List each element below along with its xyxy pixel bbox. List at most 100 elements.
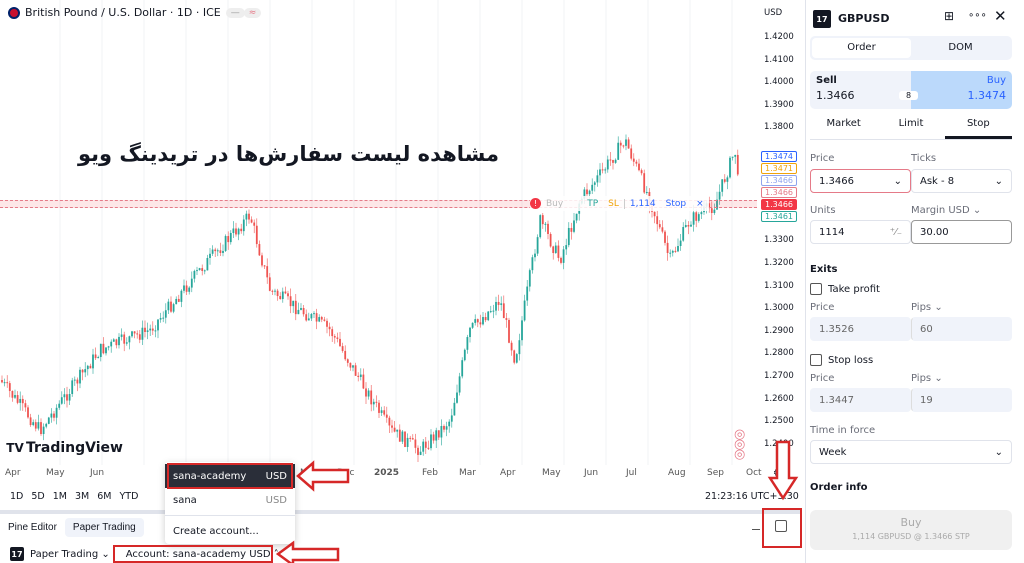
- tp-button[interactable]: TP: [587, 198, 599, 209]
- candle: [50, 413, 53, 418]
- candle: [601, 169, 604, 171]
- candle: [427, 447, 430, 449]
- candle: [146, 330, 149, 332]
- sl-pips-input[interactable]: 19: [911, 388, 1012, 412]
- candle: [263, 265, 266, 267]
- candlestick-chart[interactable]: [0, 0, 757, 465]
- tif-select[interactable]: Week ⌄: [810, 440, 1012, 464]
- tab-pine-editor[interactable]: Pine Editor: [8, 521, 57, 533]
- tradingview-logo: TV TradingView: [6, 440, 123, 456]
- buy-button-quote[interactable]: Buy 1.3474: [911, 71, 1012, 109]
- candle: [414, 439, 417, 448]
- place-order-button[interactable]: Buy 1,114 GBPUSD @ 1.3466 STP: [810, 510, 1012, 550]
- tp-pips-input[interactable]: 60: [911, 317, 1012, 341]
- candle: [177, 298, 180, 302]
- candle: [346, 359, 349, 363]
- price-label-badge: 1.3466: [761, 187, 797, 198]
- create-account-button[interactable]: Create account...: [173, 525, 259, 537]
- candle: [469, 327, 471, 338]
- candle: [653, 211, 656, 217]
- margin-input[interactable]: 30.00: [911, 220, 1012, 244]
- range-ytd[interactable]: YTD: [119, 491, 139, 502]
- candle: [612, 160, 614, 163]
- indicator-pill[interactable]: ≈: [243, 7, 262, 18]
- candle: [710, 208, 713, 214]
- candle: [476, 319, 479, 323]
- candle: [422, 441, 425, 452]
- sell-button[interactable]: Sell 1.3466: [810, 71, 911, 109]
- price-axis[interactable]: USD 1.4200 1.4100 1.4000 1.3900 1.3800 1.3300…: [757, 0, 802, 465]
- price-tick: 1.3200: [764, 258, 794, 268]
- tab-order[interactable]: Order: [812, 38, 911, 58]
- tp-price-input[interactable]: 1.3526: [810, 317, 911, 341]
- ticks-select[interactable]: Ask - 8 ⌄: [911, 169, 1012, 193]
- candle: [391, 425, 393, 428]
- price-tick: 1.4000: [764, 77, 794, 88]
- time-axis[interactable]: Apr May Jun Nov Dec 2025 Feb Mar Apr May Jun Jul Aug…: [0, 468, 800, 484]
- candle: [588, 190, 591, 195]
- candle: [593, 182, 596, 185]
- candle: [281, 291, 284, 300]
- tab-market[interactable]: Market: [826, 118, 861, 129]
- close-icon[interactable]: ✕: [994, 7, 1007, 25]
- candle: [700, 212, 703, 215]
- units-input[interactable]: 1114 ⁺⁄₋: [810, 220, 911, 244]
- candle: [248, 213, 250, 220]
- maximize-panel-icon[interactable]: [775, 520, 787, 532]
- candle: [453, 402, 456, 416]
- range-3m[interactable]: 3M: [74, 491, 90, 502]
- margin-label[interactable]: Margin USD ⌄: [911, 205, 982, 216]
- tp-pips-label[interactable]: Pips ⌄: [911, 302, 943, 313]
- settings-icon[interactable]: ⚙: [773, 468, 782, 479]
- flag-icon: [8, 6, 20, 19]
- candle: [661, 227, 664, 232]
- order-line[interactable]: [0, 200, 757, 208]
- alerts-icon[interactable]: ◎ ◎ ◎: [734, 427, 746, 462]
- close-order-button[interactable]: ×: [696, 198, 704, 209]
- time-tick: Jul: [626, 468, 637, 478]
- time-tick: May: [542, 468, 561, 478]
- range-1m[interactable]: 1M: [52, 491, 67, 502]
- range-1d[interactable]: 1D: [10, 491, 24, 502]
- sl-button[interactable]: SL: [608, 198, 619, 209]
- more-icon[interactable]: ∘∘∘: [968, 10, 987, 21]
- candle: [131, 331, 133, 337]
- broker-selector[interactable]: Paper Trading ⌄: [30, 548, 110, 560]
- tab-stop[interactable]: Stop: [944, 118, 1012, 139]
- candle: [21, 398, 24, 404]
- tab-dom[interactable]: DOM: [948, 42, 973, 53]
- take-profit-checkbox[interactable]: Take profit: [810, 283, 880, 295]
- range-6m[interactable]: 6M: [97, 491, 112, 502]
- sl-price-input[interactable]: 1.3447: [810, 388, 911, 412]
- info-icon[interactable]: ⓪: [298, 550, 309, 562]
- candle: [505, 318, 508, 320]
- add-widget-icon[interactable]: ⊞: [944, 9, 955, 23]
- range-5d[interactable]: 5D: [31, 491, 45, 502]
- tab-limit[interactable]: Limit: [898, 118, 924, 129]
- candle: [357, 375, 360, 377]
- currency-label[interactable]: USD: [764, 8, 783, 18]
- candle: [328, 326, 331, 330]
- order-widget[interactable]: ! Buy TP SL 1,114 Stop ×: [530, 196, 709, 211]
- clock[interactable]: 21:23:16 UTC+3:30: [705, 491, 799, 502]
- symbol-title[interactable]: British Pound / U.S. Dollar · 1D · ICE —…: [8, 6, 262, 19]
- minimize-icon[interactable]: [752, 522, 760, 530]
- candle: [227, 236, 230, 243]
- indicator-pill[interactable]: —: [225, 7, 245, 18]
- account-option-sana[interactable]: sana USD: [173, 494, 287, 506]
- order-qty[interactable]: 1,114: [623, 198, 661, 209]
- sl-pips-label[interactable]: Pips ⌄: [911, 373, 943, 384]
- candle: [102, 343, 105, 354]
- candle: [6, 382, 9, 384]
- candle: [47, 417, 50, 424]
- candle: [372, 401, 375, 405]
- price-input[interactable]: 1.3466 ⌄: [810, 169, 911, 193]
- stop-loss-checkbox[interactable]: Stop loss: [810, 354, 873, 366]
- tab-paper-trading[interactable]: Paper Trading: [64, 517, 144, 537]
- account-option-sana-academy[interactable]: sana-academy USD: [165, 464, 295, 488]
- candle: [58, 403, 61, 408]
- candle: [68, 393, 71, 401]
- candle: [367, 390, 370, 397]
- panel-divider[interactable]: [0, 510, 800, 514]
- price-tick: 1.2700: [764, 371, 794, 381]
